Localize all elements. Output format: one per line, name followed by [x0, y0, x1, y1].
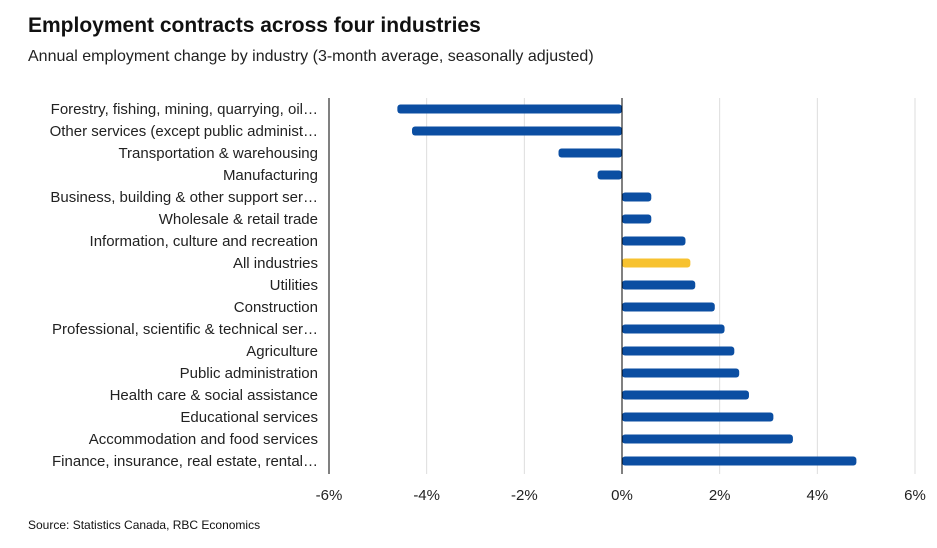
bar-4	[622, 192, 652, 202]
x-tick-label-4: 2%	[709, 487, 731, 504]
x-tick-label-0: -6%	[316, 487, 343, 504]
bar-2	[558, 148, 622, 158]
bar-13	[622, 390, 749, 400]
x-tick-label-2: -2%	[511, 487, 538, 504]
bar-7	[622, 258, 691, 268]
bars	[397, 104, 857, 466]
x-tick-label-6: 6%	[904, 487, 926, 504]
x-tick-label-1: -4%	[413, 487, 440, 504]
bar-1	[412, 126, 622, 136]
bar-8	[622, 280, 696, 290]
category-label-4: Business, building & other support ser…	[50, 189, 318, 206]
bar-3	[597, 170, 622, 180]
category-label-8: Utilities	[270, 277, 318, 294]
category-label-0: Forestry, fishing, mining, quarrying, oi…	[51, 101, 318, 118]
bar-16	[622, 456, 857, 466]
category-label-3: Manufacturing	[223, 167, 318, 184]
category-label-12: Public administration	[180, 365, 318, 382]
category-label-15: Accommodation and food services	[89, 431, 318, 448]
x-tick-label-5: 4%	[806, 487, 828, 504]
source-note: Source: Statistics Canada, RBC Economics	[28, 518, 261, 532]
bar-6	[622, 236, 686, 246]
category-label-1: Other services (except public administ…	[50, 123, 318, 140]
chart-subtitle: Annual employment change by industry (3-…	[28, 48, 594, 65]
gridlines	[426, 98, 916, 474]
chart-title: Employment contracts across four industr…	[28, 14, 481, 37]
bar-11	[622, 346, 735, 356]
x-tick-labels: -6% -4% -2% 0% 2% 4% 6%	[316, 487, 926, 504]
bar-10	[622, 324, 725, 334]
bar-12	[622, 368, 740, 378]
category-label-13: Health care & social assistance	[110, 387, 318, 404]
category-label-16: Finance, insurance, real estate, rental…	[52, 453, 318, 470]
bar-5	[622, 214, 652, 224]
category-labels: Forestry, fishing, mining, quarrying, oi…	[50, 101, 318, 470]
category-label-10: Professional, scientific & technical ser…	[52, 321, 318, 338]
bar-14	[622, 412, 774, 422]
category-label-14: Educational services	[180, 409, 318, 426]
bar-0	[397, 104, 622, 114]
bar-9	[622, 302, 715, 312]
category-label-2: Transportation & warehousing	[118, 145, 318, 162]
category-label-11: Agriculture	[246, 343, 318, 360]
bar-15	[622, 434, 793, 444]
category-label-5: Wholesale & retail trade	[159, 211, 318, 228]
category-label-9: Construction	[234, 299, 318, 316]
category-label-7: All industries	[233, 255, 318, 272]
category-label-6: Information, culture and recreation	[90, 233, 318, 250]
x-tick-label-3: 0%	[611, 487, 633, 504]
